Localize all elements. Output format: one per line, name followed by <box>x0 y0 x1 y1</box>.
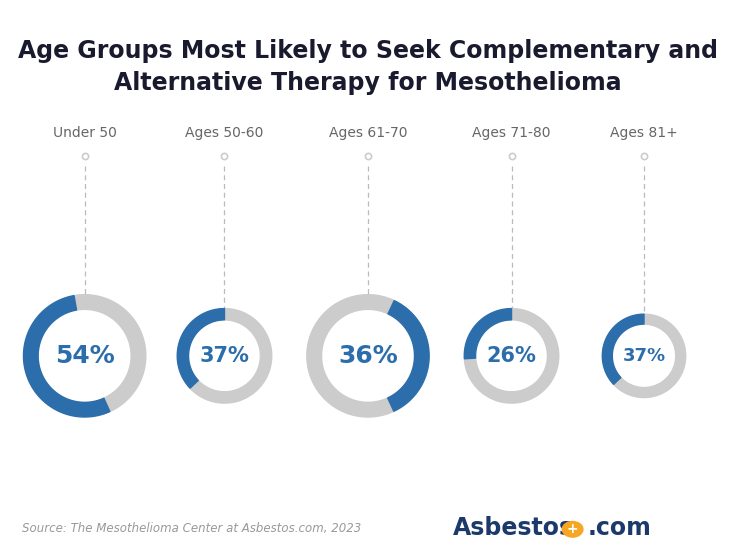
Text: 26%: 26% <box>486 346 537 366</box>
Polygon shape <box>614 314 686 398</box>
Polygon shape <box>464 309 559 403</box>
Polygon shape <box>388 301 429 411</box>
Circle shape <box>562 522 583 537</box>
Text: .com: .com <box>588 516 652 540</box>
Polygon shape <box>464 309 512 359</box>
Text: 54%: 54% <box>54 344 115 368</box>
Text: 36%: 36% <box>338 344 398 368</box>
Polygon shape <box>74 295 146 411</box>
Text: 37%: 37% <box>623 347 665 365</box>
Polygon shape <box>602 314 644 384</box>
Text: +: + <box>567 522 578 537</box>
Text: Ages 81+: Ages 81+ <box>610 126 678 141</box>
Polygon shape <box>190 309 272 403</box>
Polygon shape <box>24 296 110 417</box>
Text: Under 50: Under 50 <box>53 126 116 141</box>
Text: Source: The Mesothelioma Center at Asbestos.com, 2023: Source: The Mesothelioma Center at Asbes… <box>22 522 361 535</box>
Text: Age Groups Most Likely to Seek Complementary and
Alternative Therapy for Mesothe: Age Groups Most Likely to Seek Complemen… <box>18 39 718 95</box>
Text: Ages 61-70: Ages 61-70 <box>329 126 407 141</box>
Text: Ages 71-80: Ages 71-80 <box>473 126 551 141</box>
Polygon shape <box>307 295 394 417</box>
Text: Asbestos: Asbestos <box>453 516 574 540</box>
Text: Ages 50-60: Ages 50-60 <box>185 126 263 141</box>
Polygon shape <box>177 309 224 388</box>
Text: 37%: 37% <box>199 346 250 366</box>
